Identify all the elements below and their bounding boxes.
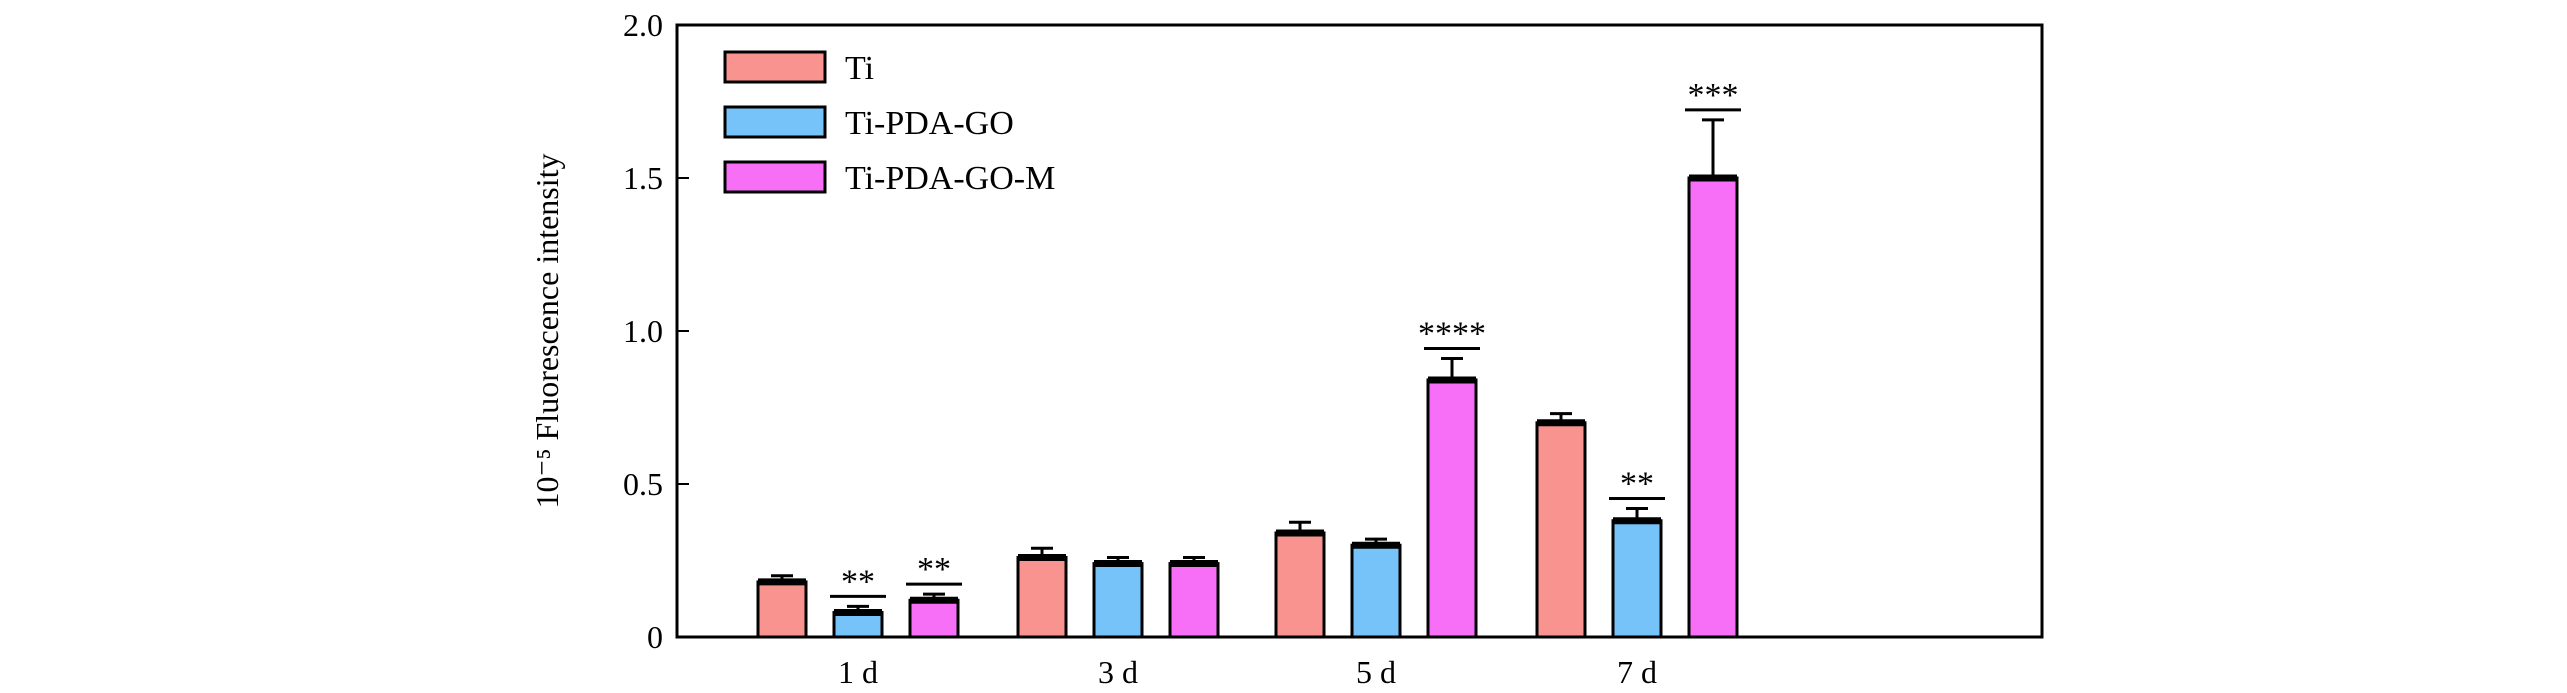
significance-marker: *** — [1688, 77, 1739, 114]
significance-marker: ** — [917, 551, 951, 588]
bar-ti-pda-go-m — [1687, 176, 1739, 639]
significance-marker: ** — [841, 563, 875, 600]
bar-ti-pda-go-m — [1168, 562, 1220, 639]
legend-swatch — [723, 160, 827, 194]
y-axis-label: 10⁻⁵ Fluorescence intensity — [529, 153, 565, 508]
legend: Ti Ti-PDA-GO Ti-PDA-GO-M — [723, 50, 1055, 197]
x-tick-label: 5 d — [1356, 654, 1396, 690]
y-tick-label: 1.5 — [623, 160, 663, 196]
bar-ti — [756, 580, 808, 639]
significance-marker: ** — [1620, 465, 1654, 502]
legend-swatch — [723, 50, 827, 84]
bar-ti-pda-go-m — [908, 598, 960, 639]
y-tick-label: 1.0 — [623, 313, 663, 349]
y-tick-label: 0.5 — [623, 466, 663, 502]
bar-ti — [1016, 555, 1068, 639]
x-tick-label: 7 d — [1617, 654, 1657, 690]
legend-swatch — [723, 105, 827, 139]
x-tick-label: 3 d — [1098, 654, 1138, 690]
bar-ti-pda-go — [832, 611, 884, 639]
bar-ti-pda-go — [1611, 519, 1663, 639]
y-tick-label: 2.0 — [623, 7, 663, 43]
y-tick-label: 0 — [647, 619, 663, 655]
legend-label: Ti-PDA-GO-M — [845, 160, 1055, 197]
bar-ti — [1535, 421, 1587, 639]
x-axis: 1 d 3 d 5 d 7 d — [838, 654, 1657, 690]
x-tick-label: 1 d — [838, 654, 878, 690]
legend-label: Ti — [845, 50, 874, 87]
bar-ti-pda-go — [1092, 562, 1144, 639]
significance-marker: **** — [1418, 316, 1486, 353]
y-axis: 0 0.5 1.0 1.5 2.0 — [623, 7, 689, 655]
bar-ti-pda-go-m — [1426, 378, 1478, 639]
bar-ti — [1274, 531, 1326, 639]
bar-ti-pda-go — [1350, 543, 1402, 639]
legend-label: Ti-PDA-GO — [845, 105, 1014, 142]
